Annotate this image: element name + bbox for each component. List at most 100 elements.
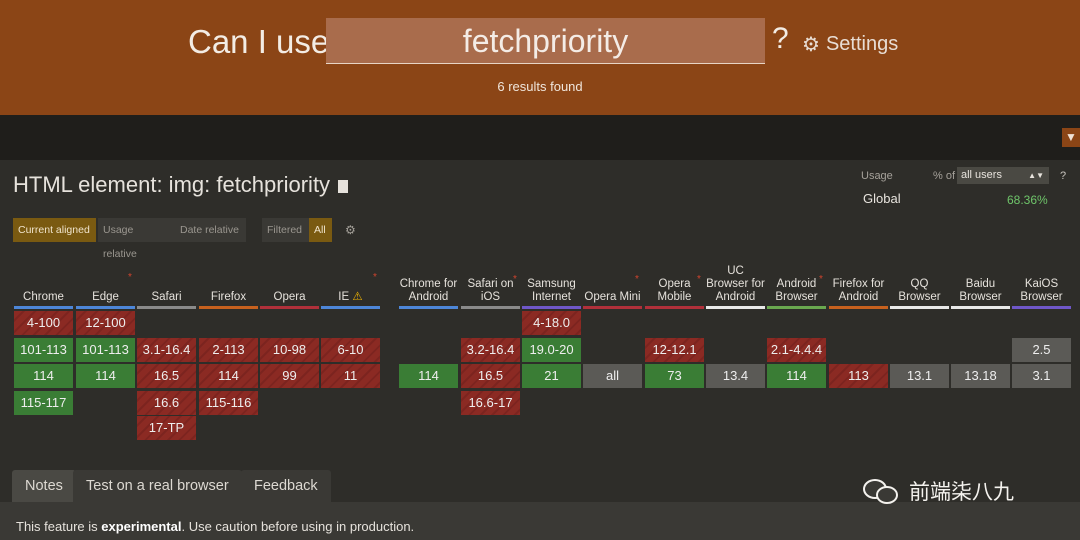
- brand-title[interactable]: Can I use: [188, 23, 330, 60]
- gear-icon: ⚙: [802, 34, 820, 56]
- support-cell[interactable]: 12-100: [76, 311, 135, 335]
- support-cell[interactable]: 115-116: [199, 391, 258, 415]
- toggle-filtered[interactable]: Filtered: [262, 218, 309, 242]
- browser-header-safari[interactable]: Safari: [137, 248, 196, 304]
- note-star-icon: *: [697, 274, 701, 285]
- support-cell[interactable]: 99: [260, 364, 319, 388]
- browser-name: KaiOS Browser: [1020, 278, 1063, 303]
- browser-header-chrome-for-android[interactable]: Chrome for Android: [399, 248, 458, 304]
- settings-button[interactable]: ⚙ Settings: [802, 32, 898, 57]
- settings-label: Settings: [825, 33, 899, 55]
- notes-content: [0, 502, 1080, 540]
- browser-color-line: [767, 306, 826, 309]
- note-prefix: This feature is: [16, 519, 102, 534]
- toggle-all[interactable]: All: [309, 218, 332, 242]
- support-cell[interactable]: 13.4: [706, 364, 765, 388]
- tab-feedback[interactable]: Feedback: [241, 470, 331, 502]
- support-cell[interactable]: 16.5: [137, 364, 196, 388]
- support-cell[interactable]: 16.6: [137, 391, 196, 415]
- support-cell[interactable]: 114: [199, 364, 258, 388]
- browser-header-uc-browser-for-android[interactable]: UC Browser for Android: [706, 248, 765, 304]
- support-cell[interactable]: 4-18.0: [522, 311, 581, 335]
- browser-header-samsung-internet[interactable]: Samsung Internet: [522, 248, 581, 304]
- support-cell[interactable]: 11: [321, 364, 380, 388]
- browser-header-edge[interactable]: Edge: [76, 248, 135, 304]
- browser-header-android-browser[interactable]: Android Browser: [767, 248, 826, 304]
- warning-icon: ⚠: [349, 291, 363, 303]
- browser-header-safari-on-ios[interactable]: Safari on iOS: [461, 248, 520, 304]
- support-cell[interactable]: 114: [76, 364, 135, 388]
- browser-header-opera-mini[interactable]: Opera Mini: [583, 248, 642, 304]
- support-cell[interactable]: 17-TP: [137, 416, 196, 440]
- browser-header-chrome[interactable]: Chrome: [14, 248, 73, 304]
- results-count: 6 results found: [497, 79, 583, 94]
- support-cell[interactable]: 114: [399, 364, 458, 388]
- browser-header-opera-mobile[interactable]: Opera Mobile: [645, 248, 704, 304]
- support-cell[interactable]: 10-98: [260, 338, 319, 362]
- browser-name: Baidu Browser: [959, 278, 1002, 303]
- browser-header-qq-browser[interactable]: QQ Browser: [890, 248, 949, 304]
- support-cell[interactable]: 4-100: [14, 311, 73, 335]
- percent-of-label: % of: [933, 170, 956, 182]
- gear-icon[interactable]: ⚙: [345, 223, 356, 237]
- support-cell[interactable]: 2-113: [199, 338, 258, 362]
- browser-header-ie[interactable]: IE ⚠: [321, 248, 380, 304]
- browser-name: Firefox: [210, 291, 247, 303]
- support-cell[interactable]: 3.1: [1012, 364, 1071, 388]
- browser-header-kaios-browser[interactable]: KaiOS Browser: [1012, 248, 1071, 304]
- browser-header-baidu-browser[interactable]: Baidu Browser: [951, 248, 1010, 304]
- usage-label: Usage: [861, 170, 893, 182]
- usage-scope-select[interactable]: ▲▼ all users: [957, 167, 1049, 184]
- usage-global-value: 68.36%: [1007, 193, 1048, 207]
- support-cell[interactable]: 114: [14, 364, 73, 388]
- search-input[interactable]: [326, 18, 765, 64]
- feature-title-text: HTML element: img: fetchpriority: [13, 172, 331, 197]
- toggle-current-aligned[interactable]: Current aligned: [13, 218, 96, 242]
- browser-name: Edge: [92, 291, 119, 303]
- note-emphasis: experimental: [101, 519, 182, 534]
- support-cell[interactable]: 19.0-20: [522, 338, 581, 362]
- browser-color-line: [1012, 306, 1071, 309]
- help-question-mark[interactable]: ?: [772, 22, 789, 55]
- document-icon[interactable]: [338, 179, 349, 193]
- usage-help-icon[interactable]: ?: [1060, 170, 1067, 182]
- browser-color-line: [14, 306, 73, 309]
- support-cell[interactable]: 16.5: [461, 364, 520, 388]
- browser-header-opera[interactable]: Opera: [260, 248, 319, 304]
- filter-icon[interactable]: ▼: [1062, 128, 1080, 147]
- support-cell[interactable]: 101-113: [14, 338, 73, 362]
- support-cell[interactable]: 73: [645, 364, 704, 388]
- browser-color-line: [951, 306, 1010, 309]
- select-arrow-icon: ▲▼: [1028, 171, 1044, 180]
- tab-notes[interactable]: Notes: [12, 470, 76, 502]
- browser-name: IE ⚠: [338, 291, 363, 303]
- usage-scope-value: all users: [961, 169, 1002, 181]
- support-cell[interactable]: 101-113: [76, 338, 135, 362]
- browser-header-firefox-for-android[interactable]: Firefox for Android: [829, 248, 888, 304]
- watermark: 前端柒八九: [863, 476, 1014, 506]
- support-cell[interactable]: 3.1-16.4: [137, 338, 196, 362]
- support-cell[interactable]: 13.18: [951, 364, 1010, 388]
- browser-name: Samsung Internet: [527, 278, 576, 303]
- toggle-date-relative[interactable]: Date relative: [175, 218, 246, 242]
- browser-color-line: [645, 306, 704, 309]
- support-cell[interactable]: 3.2-16.4: [461, 338, 520, 362]
- browser-color-line: [76, 306, 135, 309]
- support-cell[interactable]: 16.6-17: [461, 391, 520, 415]
- tab-test-real-browser[interactable]: Test on a real browser: [73, 470, 242, 502]
- support-cell[interactable]: 6-10: [321, 338, 380, 362]
- feature-title: HTML element: img: fetchpriority: [13, 172, 349, 198]
- support-cell[interactable]: 2.5: [1012, 338, 1071, 362]
- support-cell[interactable]: 113: [829, 364, 888, 388]
- usage-global-label: Global: [863, 191, 901, 206]
- support-cell[interactable]: 114: [767, 364, 826, 388]
- support-cell[interactable]: 12-12.1: [645, 338, 704, 362]
- support-cell[interactable]: 13.1: [890, 364, 949, 388]
- support-cell[interactable]: 21: [522, 364, 581, 388]
- browser-color-line: [706, 306, 765, 309]
- support-cell[interactable]: 115-117: [14, 391, 73, 415]
- browser-header-firefox[interactable]: Firefox: [199, 248, 258, 304]
- support-cell[interactable]: 2.1-4.4.4: [767, 338, 826, 362]
- toggle-usage-relative[interactable]: Usage relative: [98, 218, 175, 260]
- support-cell[interactable]: all: [583, 364, 642, 388]
